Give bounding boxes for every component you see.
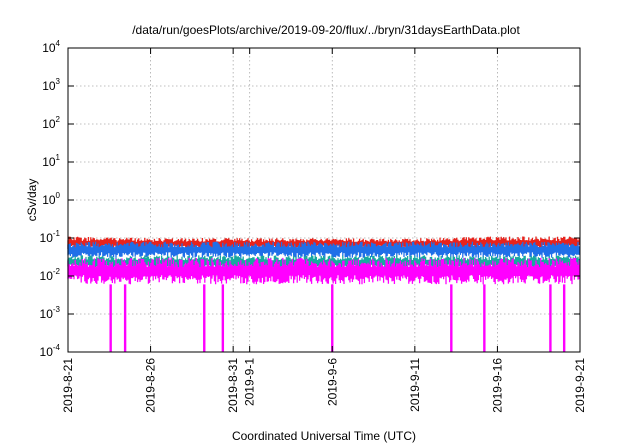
y-tick-exponent: 1	[56, 153, 61, 162]
x-tick-label: 2019-8-26	[144, 358, 158, 413]
x-tick-label: 2019-9-11	[408, 358, 422, 412]
y-tick-label: 104	[42, 39, 60, 55]
y-tick-exponent: -2	[53, 267, 61, 276]
x-tick-label: 2019-9-16	[490, 358, 504, 413]
y-tick-exponent: -4	[53, 343, 61, 352]
y-tick-base: 10	[42, 155, 56, 169]
y-tick-base: 10	[40, 307, 54, 321]
y-tick-label: 10-2	[40, 267, 61, 283]
y-tick-exponent: -3	[53, 305, 61, 314]
y-tick-label: 10-3	[40, 305, 61, 321]
y-tick-label: 101	[42, 153, 60, 169]
y-tick-exponent: 3	[56, 77, 61, 86]
y-tick-exponent: 2	[56, 115, 61, 124]
y-tick-exponent: 0	[56, 191, 61, 200]
y-tick-label: 102	[42, 115, 60, 131]
y-tick-base: 10	[42, 41, 56, 55]
y-tick-exponent: -1	[53, 229, 61, 238]
x-axis-label: Coordinated Universal Time (UTC)	[232, 429, 416, 443]
y-tick-base: 10	[40, 231, 54, 245]
y-tick-base: 10	[40, 269, 54, 283]
x-tick-label: 2019-8-21	[61, 358, 75, 413]
y-tick-base: 10	[42, 117, 56, 131]
y-tick-label: 10-4	[40, 343, 61, 359]
dropout-spikes	[109, 284, 566, 352]
y-tick-label: 103	[42, 77, 60, 93]
x-tick-label: 2019-8-31	[226, 358, 240, 413]
x-axis-ticks: 2019-8-21 2019-8-26 2019-8-31 2019-9-1 2019-…	[61, 48, 587, 413]
y-tick-base: 10	[42, 193, 56, 207]
y-tick-label: 10-1	[40, 229, 61, 245]
y-axis-label: cSv/day	[25, 179, 39, 222]
x-tick-label: 2019-9-21	[573, 358, 587, 413]
x-tick-label: 2019-9-6	[325, 358, 339, 406]
y-tick-base: 10	[42, 79, 56, 93]
grid-lines	[68, 48, 580, 352]
y-tick-label: 100	[42, 191, 60, 207]
y-tick-exponent: 4	[56, 39, 61, 48]
x-tick-label: 2019-9-1	[243, 358, 257, 406]
series-bands	[67, 236, 580, 285]
chart-title: /data/run/goesPlots/archive/2019-09-20/f…	[132, 23, 520, 37]
y-tick-base: 10	[40, 345, 54, 359]
